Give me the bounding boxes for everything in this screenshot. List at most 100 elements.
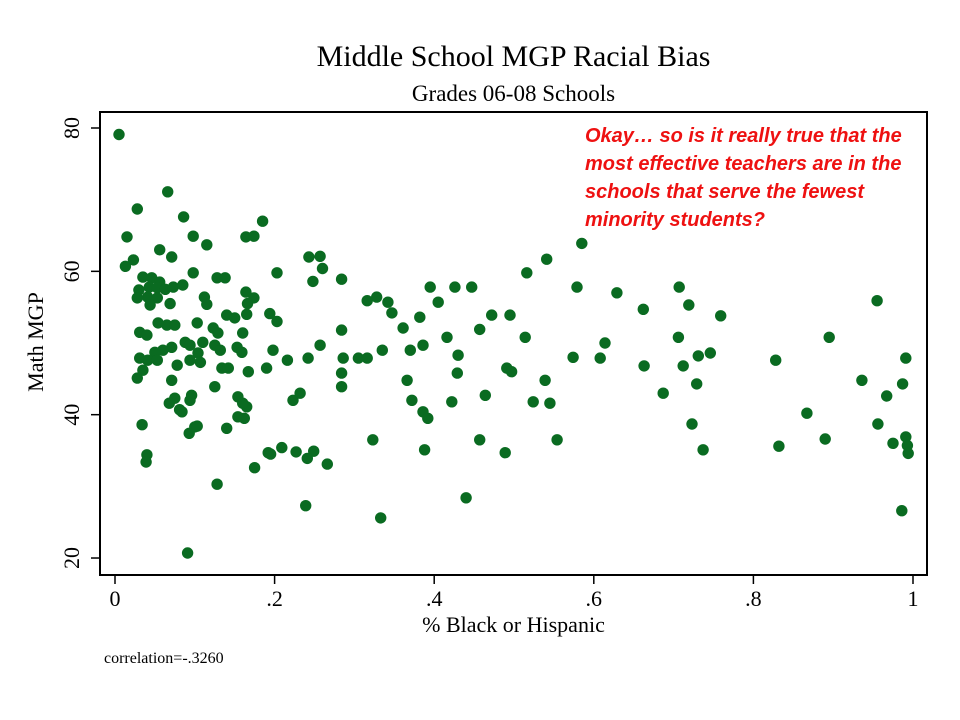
data-point: [474, 434, 486, 446]
data-point: [335, 273, 348, 285]
data-point: [683, 299, 695, 311]
annotation-line: most effective teachers are in the: [585, 153, 902, 175]
data-point: [177, 279, 189, 291]
data-point: [594, 352, 606, 364]
data-point: [127, 254, 140, 266]
data-point: [302, 352, 314, 364]
data-point: [167, 281, 179, 293]
data-point: [335, 367, 348, 379]
data-point: [194, 356, 207, 369]
data-point: [539, 374, 551, 386]
data-point: [201, 298, 213, 310]
annotation-line: minority students?: [585, 209, 766, 231]
data-point: [686, 418, 698, 430]
data-point: [541, 253, 553, 265]
data-point: [281, 354, 294, 366]
data-point: [154, 244, 166, 256]
x-tick-label: 1: [908, 586, 919, 611]
data-point: [294, 387, 306, 399]
data-point: [236, 346, 248, 358]
data-point: [242, 366, 254, 378]
data-point: [164, 297, 176, 310]
data-point: [169, 319, 181, 331]
x-tick-label: 0: [110, 586, 121, 611]
data-point: [300, 500, 312, 512]
data-point: [192, 347, 204, 359]
data-point: [187, 230, 199, 242]
data-point: [900, 352, 912, 364]
data-point: [163, 397, 175, 409]
data-point: [316, 262, 329, 275]
data-point: [386, 307, 398, 319]
data-point: [314, 339, 326, 351]
data-point: [271, 267, 283, 279]
data-point: [466, 281, 478, 293]
data-point: [638, 360, 650, 372]
data-point: [264, 307, 276, 320]
data-point: [704, 347, 716, 359]
data-point: [211, 272, 223, 284]
data-point: [131, 372, 143, 384]
correlation-note: correlation=-.3260: [104, 650, 224, 667]
data-point: [113, 128, 125, 141]
data-point: [692, 350, 704, 362]
data-point: [131, 203, 143, 215]
data-point: [367, 434, 379, 446]
data-point: [673, 281, 685, 293]
data-point: [446, 396, 458, 408]
data-point: [770, 354, 782, 366]
y-tick-label: 40: [59, 404, 84, 426]
data-point: [212, 327, 224, 339]
data-point: [176, 406, 188, 418]
data-point: [256, 215, 269, 227]
data-point: [871, 295, 883, 307]
data-point: [238, 412, 250, 424]
data-point: [819, 433, 831, 445]
y-axis-title: Math MGP: [23, 292, 48, 392]
data-point: [337, 352, 349, 364]
data-point: [371, 291, 383, 303]
data-point: [417, 339, 429, 351]
x-tick-label: .8: [745, 586, 762, 611]
data-point: [166, 251, 178, 263]
data-point: [271, 315, 283, 328]
data-point: [900, 431, 912, 443]
data-point: [287, 394, 299, 406]
data-point: [171, 359, 183, 371]
data-point: [474, 323, 486, 336]
data-point: [896, 505, 908, 517]
data-point: [375, 512, 387, 524]
data-point: [801, 407, 813, 419]
data-point: [142, 354, 154, 366]
data-point: [361, 352, 373, 364]
data-point: [691, 378, 703, 390]
data-point: [151, 292, 163, 304]
data-point: [166, 341, 178, 353]
annotation-text: Okay… so is it really true that the most…: [585, 122, 902, 234]
data-point: [451, 367, 463, 379]
data-point: [177, 211, 190, 223]
data-point: [424, 281, 436, 293]
x-axis-title: % Black or Hispanic: [422, 612, 605, 637]
data-point: [697, 444, 709, 456]
x-tick-label: .4: [426, 586, 443, 611]
data-point: [599, 337, 611, 349]
x-tick-label: .6: [586, 586, 603, 611]
data-point: [119, 260, 132, 272]
data-point: [335, 324, 348, 336]
data-point: [401, 374, 413, 386]
data-point: [902, 447, 914, 460]
data-point: [422, 412, 434, 424]
data-point: [361, 295, 373, 307]
data-point: [335, 381, 348, 393]
data-point: [519, 331, 531, 343]
data-point: [773, 440, 785, 452]
data-point: [267, 344, 279, 356]
data-point: [260, 362, 273, 374]
y-tick-label: 80: [59, 117, 84, 139]
data-point: [611, 287, 623, 299]
data-point: [209, 381, 221, 393]
data-point: [571, 281, 583, 293]
data-point: [301, 452, 313, 465]
